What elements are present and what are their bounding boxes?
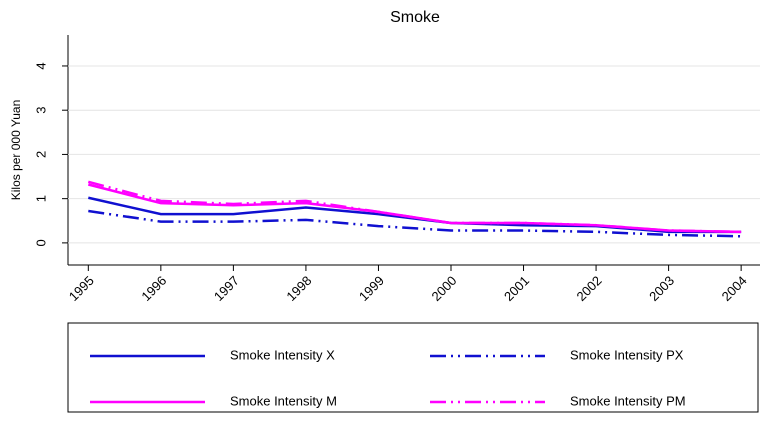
series-line	[87, 180, 742, 234]
legend-label: Smoke Intensity X	[230, 347, 335, 362]
y-tick-label: 4	[33, 62, 48, 69]
series-line	[88, 209, 742, 238]
legend-label: Smoke Intensity M	[230, 393, 337, 408]
chart-title: Smoke	[390, 9, 440, 26]
y-tick-label: 1	[33, 195, 48, 202]
legend-label: Smoke Intensity PX	[570, 347, 684, 362]
y-axis-label: Kilos per 000 Yuan	[9, 100, 23, 201]
y-tick-label: 3	[33, 107, 48, 114]
legend-label: Smoke Intensity PM	[570, 393, 686, 408]
y-tick-label: 2	[33, 151, 48, 158]
legend	[67, 322, 759, 413]
y-tick-label: 0	[33, 239, 48, 246]
